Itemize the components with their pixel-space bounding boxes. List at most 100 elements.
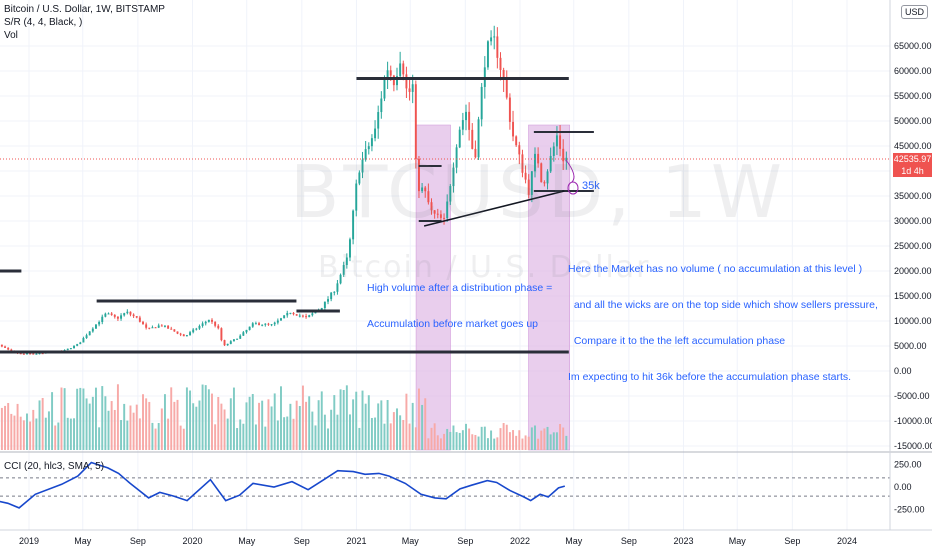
candle-body [377, 112, 380, 129]
volume-bar [195, 406, 198, 450]
target-circle-marker [567, 181, 579, 195]
volume-bar [345, 385, 348, 450]
volume-bar [305, 401, 308, 450]
volume-bar [116, 384, 119, 450]
volume-bar [107, 410, 110, 450]
chart-title[interactable]: Bitcoin / U.S. Dollar, 1W, BITSTAMP [4, 4, 165, 15]
currency-badge[interactable]: USD [901, 5, 929, 19]
candle-body [88, 331, 91, 336]
volume-bar [399, 415, 402, 450]
candle-body [129, 311, 132, 315]
volume-bar [468, 428, 471, 450]
volume-bar [26, 413, 28, 450]
volume-bar [493, 438, 496, 450]
candle-body [305, 316, 308, 318]
volume-bar [192, 403, 195, 450]
candle-body [436, 213, 439, 215]
volume-bar [242, 423, 245, 450]
volume-bar [436, 435, 439, 450]
candle-body [465, 111, 467, 121]
candle-body [327, 299, 329, 302]
volume-bar [540, 430, 543, 450]
time-tick-label: 2020 [182, 536, 202, 546]
volume-bar [204, 385, 207, 450]
candle-body [120, 315, 123, 319]
price-tick-label: 45000.00 [894, 141, 932, 151]
volume-bar [113, 409, 116, 450]
volume-bar [452, 425, 455, 450]
candle-body [339, 274, 342, 284]
candle-body [530, 171, 533, 195]
volume-bar [361, 390, 364, 450]
candle-body [505, 79, 508, 98]
volume-bar [16, 403, 19, 450]
time-tick-label: May [729, 536, 747, 546]
volume-bar [499, 428, 502, 450]
volume-bar [229, 398, 232, 450]
candle-body [207, 319, 210, 322]
last-price-value: 42535.97 [893, 154, 932, 164]
volume-bar [317, 400, 320, 450]
volume-bar [565, 435, 568, 450]
symbol-watermark: BTCUSD, 1W [290, 150, 787, 234]
volume-bar [301, 385, 304, 450]
volume-bar [433, 423, 436, 450]
highlight-zone [415, 124, 451, 451]
candle-body [455, 147, 458, 168]
volume-bar [342, 389, 345, 450]
volume-indicator-legend[interactable]: Vol [4, 30, 18, 41]
candle-body [132, 314, 135, 317]
candle-body [330, 292, 333, 300]
volume-bar [458, 432, 461, 450]
candle-body [251, 323, 254, 327]
volume-bar [94, 387, 97, 450]
candle-body [185, 335, 188, 337]
volume-bar [515, 435, 518, 450]
volume-bar [449, 431, 452, 450]
volume-bar [85, 398, 88, 450]
price-tick-label: 60000.00 [894, 66, 932, 76]
candle-body [405, 74, 408, 89]
volume-bar [518, 430, 521, 450]
volume-bar [555, 432, 558, 450]
candle-body [301, 315, 304, 317]
volume-bar [508, 432, 511, 450]
candle-body [352, 210, 355, 240]
candle-body [248, 326, 251, 330]
right-note-line: Compare it to the the left accumulation … [568, 335, 786, 347]
candle-body [471, 129, 474, 149]
candle-body [264, 323, 267, 325]
time-tick-label: Sep [784, 536, 800, 546]
volume-bar [408, 423, 411, 450]
candle-body [361, 159, 364, 173]
candle-body [323, 301, 326, 309]
candle-body [189, 332, 192, 336]
candle-body [421, 187, 424, 192]
price-tick-label: -10000.00 [894, 416, 932, 426]
volume-bar [110, 401, 113, 450]
volume-bar [430, 427, 433, 450]
volume-bar [32, 409, 35, 450]
volume-bar [236, 428, 239, 450]
volume-bar [254, 424, 257, 450]
volume-bar [232, 387, 235, 450]
candle-body [370, 138, 373, 147]
cci-legend[interactable]: CCI (20, hlc3, SMA, 5) [4, 461, 105, 472]
volume-bar [443, 433, 446, 450]
candle-body [22, 353, 25, 355]
candle-body [537, 153, 540, 164]
volume-bar [502, 423, 505, 450]
price-tick-label: 35000.00 [894, 191, 932, 201]
volume-bar [383, 423, 386, 450]
volume-bar [126, 420, 129, 450]
volume-bar [270, 406, 273, 450]
volume-bar [29, 421, 32, 450]
volume-bar [47, 411, 50, 450]
candle-body [383, 77, 386, 99]
sr-indicator-legend[interactable]: S/R (4, 4, Black, ) [4, 17, 83, 28]
candle-body [94, 324, 97, 329]
cci-tick-label: -250.00 [894, 505, 925, 515]
left-note-line: Accumulation before market goes up [367, 318, 539, 330]
candle-body [559, 135, 562, 149]
